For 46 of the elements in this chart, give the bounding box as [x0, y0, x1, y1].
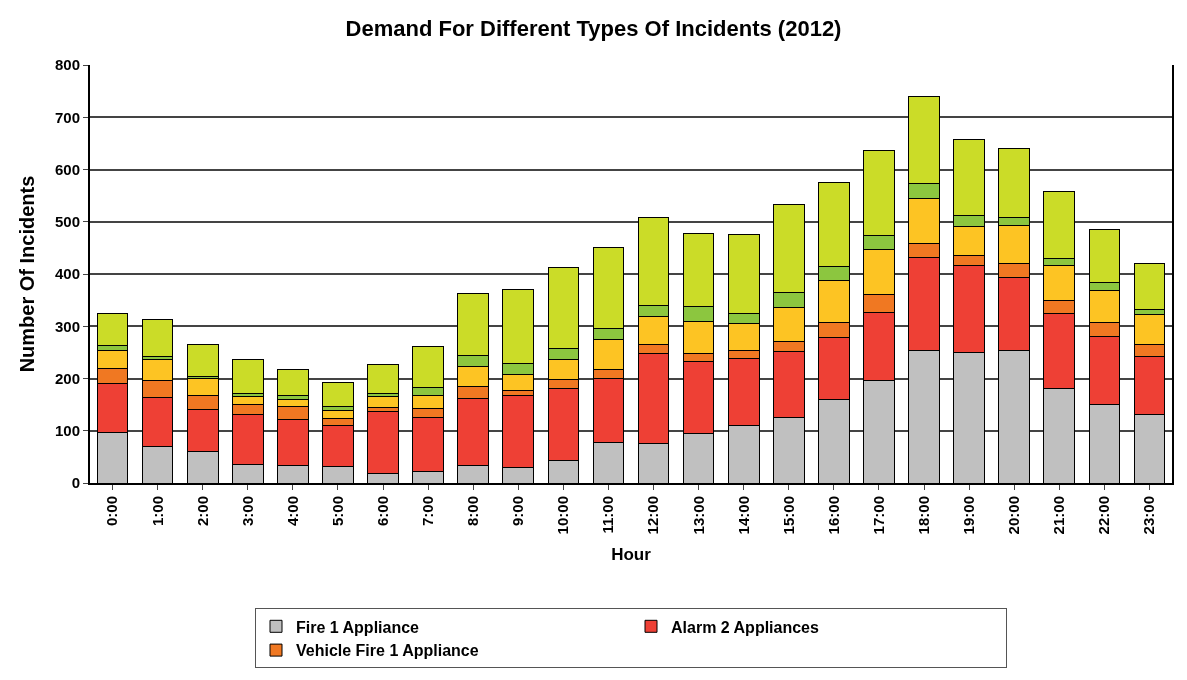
legend-label: Vehicle Fire 1 Appliance	[296, 642, 479, 660]
x-tick-label: 4:00	[283, 496, 301, 527]
x-tick-label: 12:00	[644, 496, 662, 535]
y-tick-label: 500	[54, 213, 80, 230]
x-axis-title: Hour	[611, 545, 652, 565]
x-tick-label: 19:00	[960, 496, 978, 535]
x-tick-label: 22:00	[1095, 496, 1113, 535]
x-tick-label: 15:00	[779, 496, 797, 535]
x-tick-label: 8:00	[464, 496, 482, 527]
y-tick-label: 800	[54, 56, 80, 74]
x-tick-label: 3:00	[238, 496, 256, 527]
y-tick-label: 200	[54, 369, 80, 387]
y-axis-title: Number Of Incidents	[15, 175, 38, 373]
x-tick-label: 18:00	[914, 496, 932, 535]
x-tick-label: 5:00	[328, 496, 346, 527]
x-tick-label: 20:00	[1005, 496, 1023, 535]
x-tick-label: 2:00	[193, 496, 211, 527]
y-tick-label: 100	[54, 422, 80, 439]
bar	[367, 363, 399, 395]
bar	[96, 312, 129, 347]
x-tick-label: 21:00	[1050, 496, 1068, 535]
bar	[1133, 263, 1166, 311]
x-tick-label: 23:00	[1140, 496, 1158, 535]
y-tick-label: 0	[71, 474, 80, 492]
x-tick-label: 10:00	[554, 496, 572, 535]
legend-label: Fire 1 Appliance	[296, 618, 420, 636]
x-tick-label: 11:00	[599, 496, 617, 534]
x-tick-label: 6:00	[373, 496, 391, 527]
x-tick-label: 1:00	[148, 496, 166, 527]
bar	[231, 358, 264, 395]
bar	[186, 344, 219, 377]
x-tick-label: 0:00	[103, 496, 121, 527]
x-tick-label: 16:00	[824, 496, 842, 535]
y-tick-label: 600	[54, 160, 80, 178]
legend-label: Alarm 2 Appliances	[671, 618, 820, 636]
y-tick-label: 700	[54, 108, 80, 126]
x-tick-label: 9:00	[509, 496, 527, 527]
bar	[141, 318, 174, 357]
y-tick-label: 400	[54, 265, 80, 283]
x-tick-label: 14:00	[734, 496, 752, 535]
x-tick-label: 17:00	[869, 496, 887, 535]
chart-title: Demand For Different Types Of Incidents (2012)	[345, 15, 842, 41]
x-tick-label: 7:00	[419, 496, 437, 527]
x-tick-label: 13:00	[689, 496, 707, 535]
y-tick-label: 300	[54, 317, 80, 335]
bar	[277, 368, 309, 396]
